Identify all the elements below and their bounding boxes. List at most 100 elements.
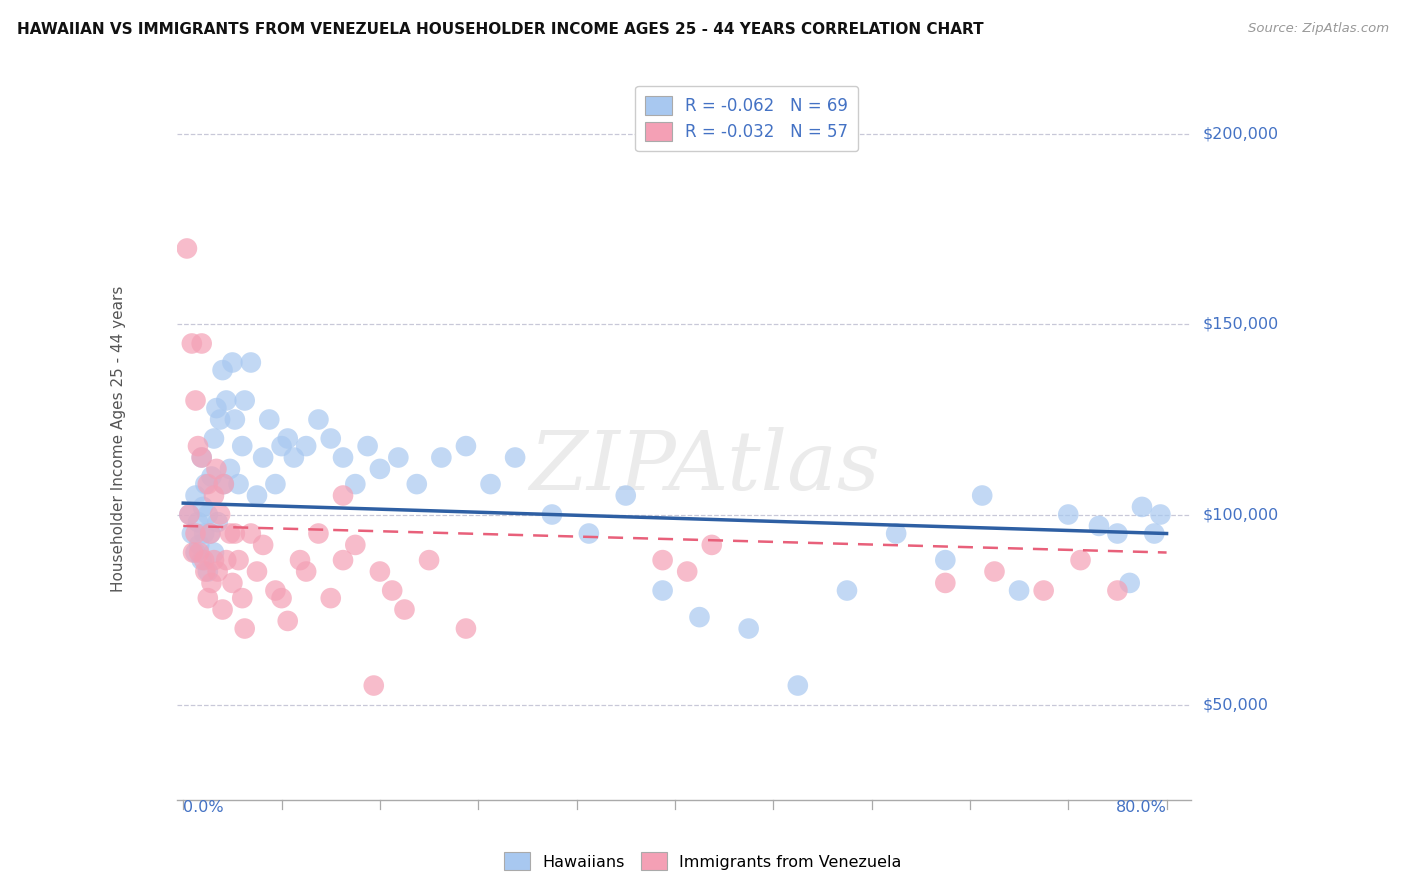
Point [835,583,858,598]
Point [184,393,207,408]
Point [190,450,212,465]
Point [181,545,204,559]
Point [319,432,342,446]
Point [737,622,759,636]
Point [295,565,318,579]
Point [194,565,217,579]
Point [202,545,225,559]
Point [180,336,202,351]
Point [205,401,228,416]
Point [233,393,256,408]
Point [233,622,256,636]
Point [239,355,262,369]
Point [1143,526,1166,541]
Text: HAWAIIAN VS IMMIGRANTS FROM VENEZUELA HOUSEHOLDER INCOME AGES 25 - 44 YEARS CORR: HAWAIIAN VS IMMIGRANTS FROM VENEZUELA HO… [17,22,984,37]
Point [332,450,354,465]
Text: $100,000: $100,000 [1202,507,1278,522]
Point [1107,526,1129,541]
Point [190,553,212,567]
Point [188,538,211,552]
Point [187,515,209,529]
Point [1008,583,1031,598]
Point [700,538,723,552]
Point [295,439,318,453]
Point [197,591,219,606]
Point [479,477,502,491]
Point [1118,576,1140,591]
Point [202,553,225,567]
Text: ZIPAtlas: ZIPAtlas [529,427,880,508]
Point [179,508,201,522]
Point [283,450,305,465]
Point [454,622,477,636]
Point [277,614,299,628]
Point [454,439,477,453]
Text: $200,000: $200,000 [1202,127,1278,142]
Point [405,477,427,491]
Point [209,412,232,426]
Point [1107,583,1129,598]
Point [239,526,262,541]
Point [231,439,253,453]
Point [190,336,212,351]
Point [689,610,711,624]
Point [197,565,219,579]
Point [202,489,225,503]
Point [184,526,207,541]
Point [430,450,453,465]
Point [1070,553,1092,567]
Point [344,538,367,552]
Point [972,489,994,503]
Point [307,526,329,541]
Point [224,412,246,426]
Point [193,526,215,541]
Point [180,526,202,541]
Point [264,583,287,598]
Point [264,477,287,491]
Point [246,489,269,503]
Point [1149,508,1171,522]
Point [307,412,329,426]
Point [228,553,250,567]
Point [215,553,238,567]
Point [1088,519,1111,533]
Point [541,508,564,522]
Legend: Hawaiians, Immigrants from Venezuela: Hawaiians, Immigrants from Venezuela [498,846,908,877]
Point [578,526,600,541]
Point [207,565,229,579]
Point [418,553,440,567]
Point [786,679,808,693]
Point [332,553,354,567]
Point [187,439,209,453]
Point [184,545,207,559]
Point [202,432,225,446]
Point [211,602,233,616]
Point [246,565,269,579]
Text: $50,000: $50,000 [1202,697,1268,712]
Point [200,526,222,541]
Point [209,508,232,522]
Point [614,489,637,503]
Point [191,500,214,514]
Text: Source: ZipAtlas.com: Source: ZipAtlas.com [1249,22,1389,36]
Point [1057,508,1080,522]
Point [270,439,292,453]
Point [215,393,238,408]
Point [228,477,250,491]
Point [221,576,243,591]
Point [219,526,242,541]
Point [184,489,207,503]
Point [394,602,416,616]
Point [197,508,219,522]
Point [205,462,228,476]
Point [884,526,907,541]
Point [381,583,404,598]
Point [259,412,281,426]
Point [224,526,246,541]
Point [368,462,391,476]
Point [356,439,378,453]
Legend: R = -0.062   N = 69, R = -0.032   N = 57: R = -0.062 N = 69, R = -0.032 N = 57 [636,86,858,151]
Point [277,432,299,446]
Text: 0.0%: 0.0% [183,799,224,814]
Point [200,576,222,591]
